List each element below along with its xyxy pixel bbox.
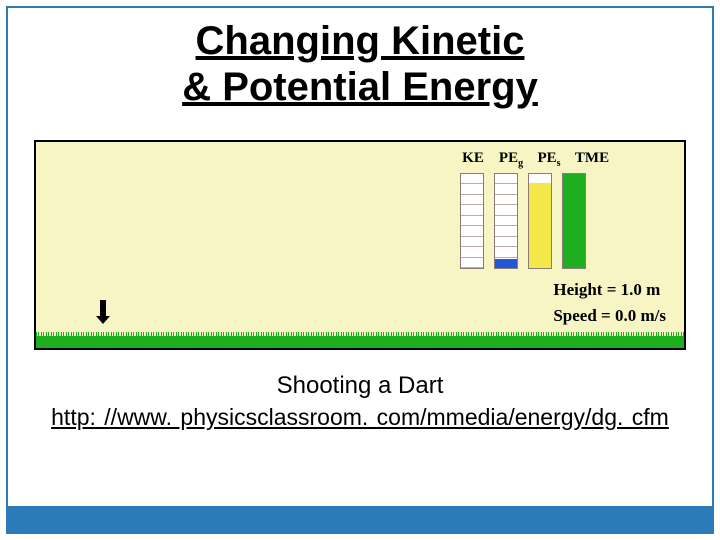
energy-bars-area: KE PEg PEs TME [446, 150, 666, 269]
bar-peg-fill [495, 259, 517, 268]
grass [36, 332, 684, 348]
dart-icon [94, 300, 112, 326]
label-pes: PEs [532, 150, 566, 169]
bar-pes [528, 173, 552, 269]
speed-readout: Speed = 0.0 m/s [553, 306, 666, 326]
footer-bar [8, 506, 712, 532]
bar-tme-fill [563, 174, 585, 268]
bar-tme [562, 173, 586, 269]
bar-labels-row: KE PEg PEs TME [446, 150, 666, 169]
simulation-panel: KE PEg PEs TME Height [34, 140, 686, 350]
bar-peg [494, 173, 518, 269]
label-tme: TME [570, 150, 614, 169]
label-ke: KE [456, 150, 490, 169]
bar-ke [460, 173, 484, 269]
bars-row [446, 173, 666, 269]
bar-pes-fill [529, 183, 551, 268]
height-readout: Height = 1.0 m [553, 280, 666, 300]
simulation-canvas: KE PEg PEs TME Height [36, 142, 684, 348]
readouts: Height = 1.0 m Speed = 0.0 m/s [553, 274, 666, 326]
label-peg: PEg [494, 150, 528, 169]
